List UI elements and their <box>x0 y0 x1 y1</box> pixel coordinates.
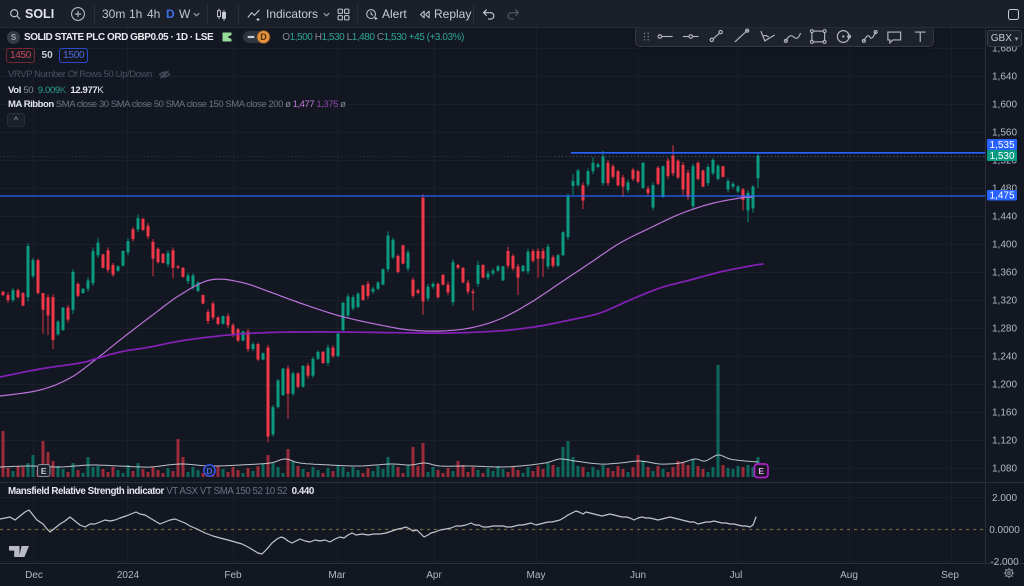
svg-text:Feb: Feb <box>224 570 242 581</box>
svg-text:May: May <box>527 570 546 581</box>
svg-text:0.0000: 0.0000 <box>989 525 1020 536</box>
svg-text:Aug: Aug <box>840 570 858 581</box>
svg-text:1,640: 1,640 <box>992 72 1017 83</box>
svg-text:1,360: 1,360 <box>992 268 1017 279</box>
svg-text:D: D <box>206 466 212 476</box>
svg-text:-2.000: -2.000 <box>990 557 1019 568</box>
svg-text:1,535: 1,535 <box>989 140 1014 151</box>
svg-text:E: E <box>758 466 764 476</box>
svg-text:Mar: Mar <box>328 570 346 581</box>
svg-text:1,120: 1,120 <box>992 436 1017 447</box>
svg-text:1,530: 1,530 <box>989 151 1014 162</box>
svg-text:2.000: 2.000 <box>992 493 1017 504</box>
svg-text:1,475: 1,475 <box>989 191 1014 202</box>
svg-text:1,160: 1,160 <box>992 408 1017 419</box>
svg-text:1,240: 1,240 <box>992 352 1017 363</box>
svg-text:Jun: Jun <box>630 570 646 581</box>
svg-text:1,440: 1,440 <box>992 212 1017 223</box>
svg-text:Dec: Dec <box>25 570 43 581</box>
svg-text:Jul: Jul <box>730 570 743 581</box>
svg-text:1,280: 1,280 <box>992 324 1017 335</box>
svg-text:2024: 2024 <box>117 570 140 581</box>
svg-text:1,080: 1,080 <box>992 464 1017 475</box>
svg-text:D: D <box>260 32 267 42</box>
svg-text:1,320: 1,320 <box>992 296 1017 307</box>
svg-text:1,200: 1,200 <box>992 380 1017 391</box>
svg-text:Sep: Sep <box>941 570 959 581</box>
svg-text:1,400: 1,400 <box>992 240 1017 251</box>
svg-text:1,560: 1,560 <box>992 128 1017 139</box>
svg-text:1,680: 1,680 <box>992 44 1017 55</box>
svg-text:Apr: Apr <box>426 570 442 581</box>
svg-text:E: E <box>41 466 47 476</box>
svg-text:1,600: 1,600 <box>992 100 1017 111</box>
svg-text:1,480: 1,480 <box>992 184 1017 195</box>
